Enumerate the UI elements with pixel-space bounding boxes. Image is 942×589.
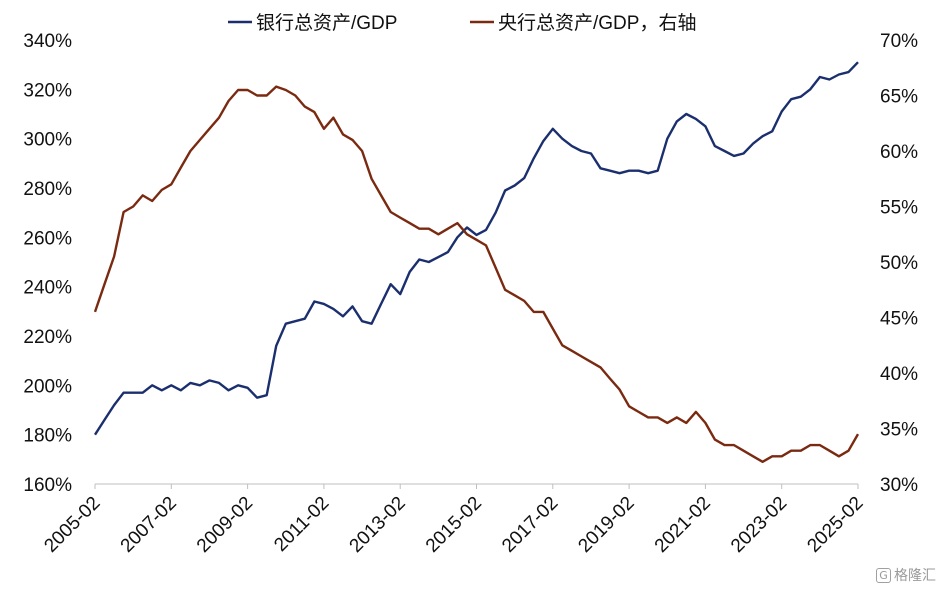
x-tick-label: 2011-02 [270, 493, 333, 556]
legend-label: 银行总资产/GDP [256, 12, 397, 34]
chart-legend: 银行总资产/GDP 央行总资产/GDP，右轴 [228, 12, 696, 34]
right-tick-label: 45% [880, 309, 918, 330]
x-tick-label: 2025-02 [803, 493, 867, 557]
g-logo-icon: G [876, 567, 891, 583]
left-tick-label: 240% [23, 278, 72, 299]
x-tick-label: 2009-02 [193, 493, 257, 557]
left-tick-label: 260% [23, 228, 72, 249]
series-line-central-bank-assets [93, 85, 860, 463]
right-tick-label: 30% [880, 475, 918, 496]
x-tick-label: 2023-02 [727, 493, 791, 557]
right-tick-label: 55% [880, 198, 918, 219]
left-tick-label: 160% [23, 475, 72, 496]
x-tick-label: 2013-02 [346, 493, 410, 557]
right-tick-label: 70% [880, 31, 918, 52]
x-tick-label: 2017-02 [498, 493, 562, 557]
left-tick-label: 340% [23, 31, 72, 52]
legend-label: 央行总资产/GDP，右轴 [498, 12, 696, 34]
left-tick-label: 200% [23, 376, 72, 397]
watermark-text: 格隆汇 [894, 568, 936, 584]
left-tick-label: 320% [23, 80, 72, 101]
x-axis: 2005-02 2007-02 2009-02 2011-02 2013-02 2015-… [40, 483, 868, 557]
series-line-bank-assets [93, 61, 859, 436]
right-tick-label: 35% [880, 420, 918, 441]
right-tick-label: 40% [880, 364, 918, 385]
x-tick-label: 2021-02 [651, 493, 715, 557]
x-tick-label: 2019-02 [574, 493, 638, 557]
x-tick-label: 2015-02 [422, 493, 486, 557]
right-tick-label: 50% [880, 253, 918, 274]
series-layer [93, 61, 860, 463]
left-tick-label: 220% [23, 327, 72, 348]
right-tick-label: 60% [880, 142, 918, 163]
left-tick-label: 300% [23, 130, 72, 151]
x-tick-label: 2005-02 [40, 493, 104, 557]
right-tick-label: 65% [880, 87, 918, 108]
watermark: G 格隆汇 [876, 565, 936, 585]
left-tick-label: 180% [23, 426, 72, 447]
x-tick-label: 2007-02 [117, 493, 181, 557]
left-axis: 160% 180% 200% 220% 240% 260% 280% 300% 320% 340% [23, 31, 72, 496]
right-axis: 30% 35% 40% 45% 50% 55% 60% 65% 70% [880, 31, 918, 496]
left-tick-label: 280% [23, 179, 72, 200]
